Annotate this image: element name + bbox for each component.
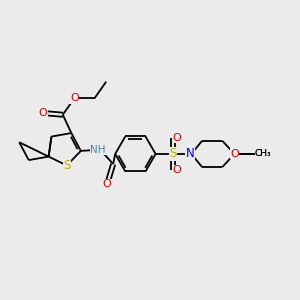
Text: CH₃: CH₃ (255, 149, 271, 158)
Text: O: O (173, 133, 182, 143)
Text: O: O (70, 93, 79, 103)
Text: CH₃: CH₃ (255, 149, 271, 158)
Text: O: O (230, 149, 239, 159)
Text: O: O (103, 179, 112, 189)
Text: O: O (38, 108, 47, 118)
Text: N: N (186, 147, 194, 161)
Text: S: S (63, 159, 70, 172)
Text: O: O (173, 165, 182, 175)
Text: S: S (169, 147, 176, 161)
Text: NH: NH (90, 145, 106, 155)
Text: O: O (230, 149, 239, 159)
